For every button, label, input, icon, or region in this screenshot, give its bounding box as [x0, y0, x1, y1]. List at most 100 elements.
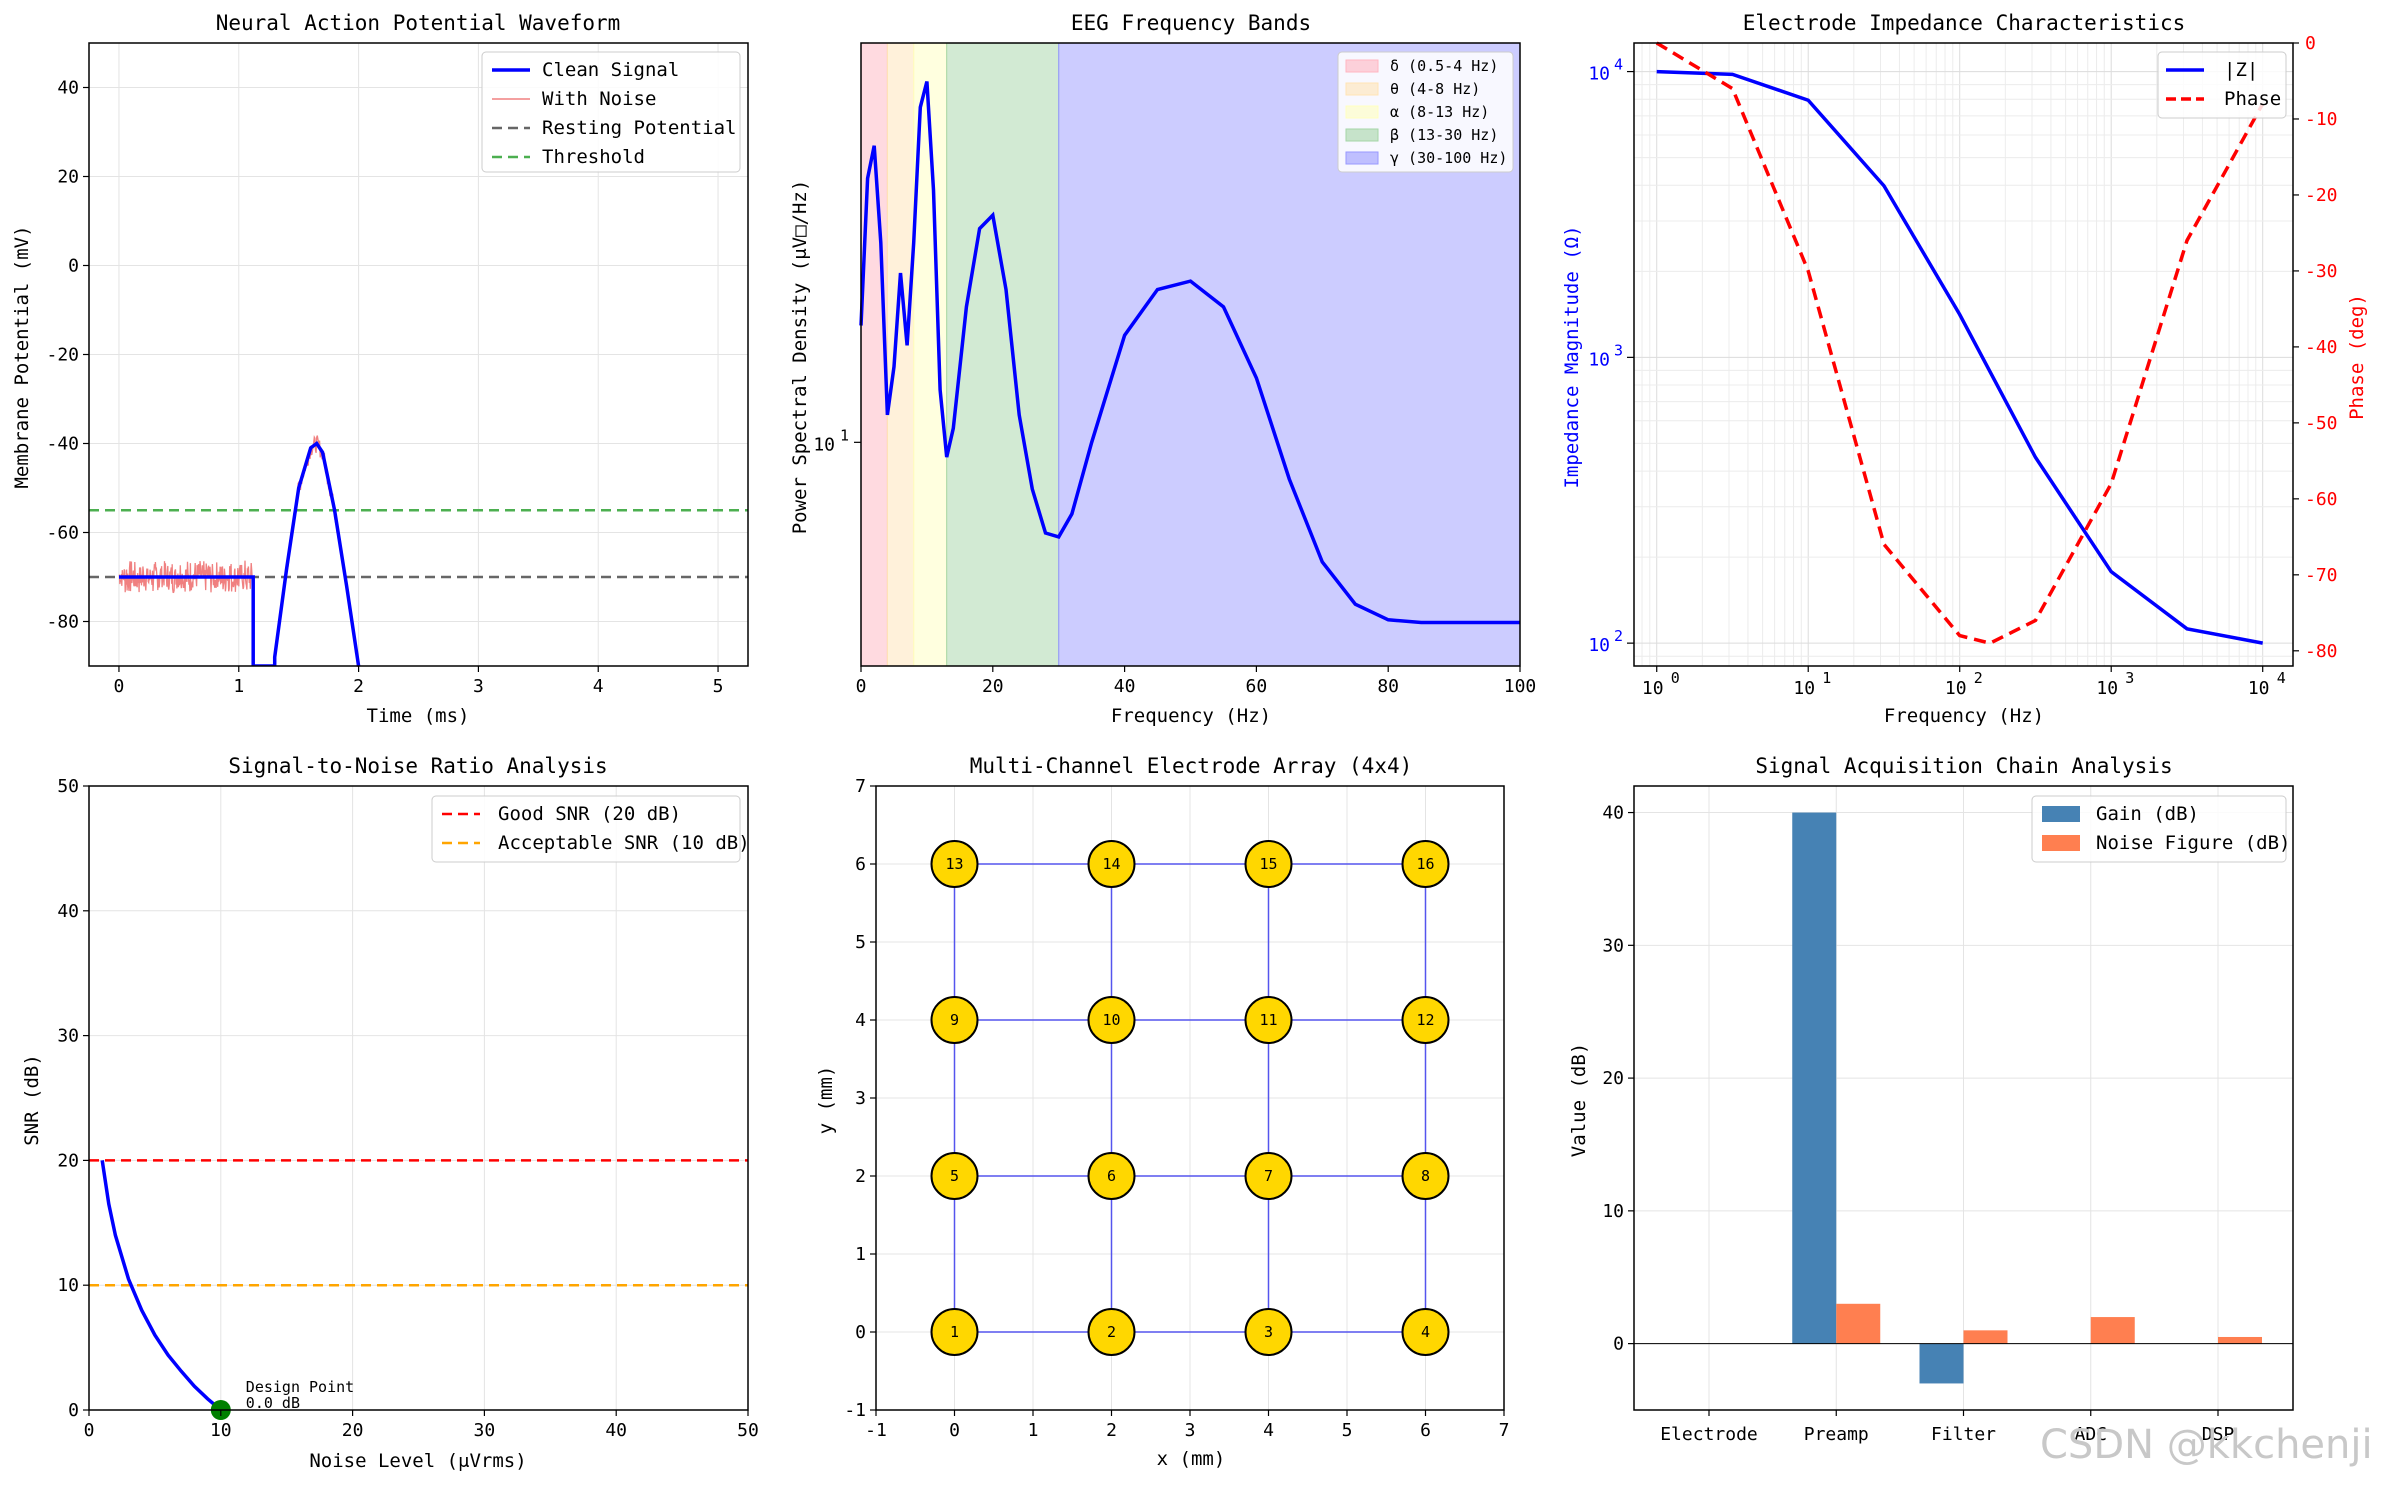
snr-ytick-label: 10: [57, 1275, 79, 1296]
array-ylabel: y (mm): [815, 1066, 837, 1135]
array-electrode-label: 8: [1421, 1167, 1430, 1185]
ap-xtick-label: 2: [353, 676, 364, 697]
eeg-panel: 0 20 40 60 80 100 10 1 δ (0.5-4 Hz) θ (4-8 Hz) α (…: [813, 43, 1536, 697]
chain-title: Signal Acquisition Chain Analysis: [1755, 754, 2172, 778]
chain-ytick-label: 30: [1602, 935, 1624, 956]
snr-legend-label: Acceptable SNR (10 dB): [498, 832, 750, 854]
array-xtick-label: -1: [865, 1420, 887, 1441]
ap-ytick-label: 0: [68, 256, 79, 277]
ap-ylabel: Membrane Potential (mV): [11, 225, 33, 488]
array-electrode-label: 7: [1264, 1167, 1273, 1185]
chain-bar: [1792, 813, 1836, 1344]
snr-ytick-label: 0: [68, 1400, 79, 1421]
array-electrode-label: 9: [950, 1011, 959, 1029]
imp-frame: [1634, 43, 2293, 666]
ap-xtick-label: 3: [473, 676, 484, 697]
ap-legend-label: Threshold: [542, 146, 645, 168]
imp-y2tick-label: -10: [2305, 109, 2338, 130]
chain-xtick-label: Filter: [1931, 1424, 1996, 1445]
snr-xtick-label: 10: [210, 1420, 232, 1441]
ap-xtick-label: 5: [713, 676, 724, 697]
eeg-legend-label: δ (0.5-4 Hz): [1390, 57, 1498, 75]
eeg-legend-swatch: [1346, 152, 1378, 164]
chain-ytick-label: 10: [1602, 1201, 1624, 1222]
eeg-legend-label: α (8-13 Hz): [1390, 103, 1489, 121]
ap-ytick-label: -40: [46, 434, 79, 455]
imp-ytick-label: 10: [1588, 635, 1610, 656]
array-ytick-label: 4: [855, 1010, 866, 1031]
chain-legend-swatch: [2042, 835, 2080, 851]
chain-bar: [1964, 1330, 2008, 1343]
array-xtick-label: 2: [1106, 1420, 1117, 1441]
array-electrode-label: 2: [1107, 1323, 1116, 1341]
imp-panel: 10 0 10 1 10 2 10 3 10 410 210 310 40-10-20-30-40-50…: [1588, 33, 2337, 699]
array-xtick-label: 4: [1263, 1420, 1274, 1441]
chain-ytick-label: 0: [1613, 1334, 1624, 1355]
imp-xtick-label: 10: [2248, 678, 2270, 699]
snr-panel: Design Point0.0 dB 0 10 20 30 40 50 0 10 20 30 40 50…: [57, 776, 759, 1441]
snr-xtick-label: 30: [474, 1420, 496, 1441]
chain-legend-swatch: [2042, 806, 2080, 822]
array-xtick-label: 0: [949, 1420, 960, 1441]
array-xtick-label: 3: [1185, 1420, 1196, 1441]
chain-xtick-label: Electrode: [1660, 1424, 1758, 1445]
imp-y2tick-label: -50: [2305, 413, 2338, 434]
array-xtick-label: 7: [1499, 1420, 1510, 1441]
snr-ytick-label: 30: [57, 1026, 79, 1047]
eeg-ylabel: Power Spectral Density (μV□/Hz): [789, 180, 811, 535]
ap-ytick-label: -20: [46, 345, 79, 366]
array-electrode-label: 11: [1259, 1011, 1277, 1029]
array-xtick-label: 5: [1342, 1420, 1353, 1441]
ap-legend-label: Resting Potential: [542, 117, 736, 139]
snr-xtick-label: 40: [605, 1420, 627, 1441]
imp-y2tick-label: -40: [2305, 337, 2338, 358]
imp-ytick-label: 10: [1588, 64, 1610, 85]
imp-y2tick-label: -70: [2305, 565, 2338, 586]
array-ytick-label: 7: [855, 776, 866, 797]
snr-title: Signal-to-Noise Ratio Analysis: [228, 754, 607, 778]
eeg-title: EEG Frequency Bands: [1071, 11, 1311, 35]
ap-xlabel: Time (ms): [367, 705, 470, 727]
array-electrode-label: 14: [1102, 855, 1120, 873]
array-electrode-label: 10: [1102, 1011, 1120, 1029]
eeg-legend-swatch: [1346, 129, 1378, 141]
snr-frame: [89, 786, 748, 1410]
array-xtick-label: 1: [1028, 1420, 1039, 1441]
snr-ytick-label: 20: [57, 1150, 79, 1171]
imp-y2tick-label: -30: [2305, 261, 2338, 282]
snr-xtick-label: 20: [342, 1420, 364, 1441]
snr-xlabel: Noise Level (μVrms): [309, 1450, 526, 1472]
imp-legend-label: Phase: [2224, 88, 2281, 110]
eeg-legend-swatch: [1346, 83, 1378, 95]
imp-ytick-label: 10: [1588, 349, 1610, 370]
figure-canvas: Neural Action Potential Waveform EEG Fre…: [0, 0, 2383, 1485]
chain-bar: [2218, 1337, 2262, 1344]
imp-ylabel: Impedance Magnitude (Ω): [1561, 225, 1583, 488]
eeg-xtick-label: 40: [1114, 676, 1136, 697]
chain-xtick-label: Preamp: [1804, 1424, 1869, 1445]
snr-ylabel: SNR (dB): [21, 1054, 43, 1146]
array-ytick-label: 5: [855, 932, 866, 953]
chain-bar: [2091, 1317, 2135, 1344]
ap-xtick-label: 0: [114, 676, 125, 697]
eeg-xtick-label: 0: [856, 676, 867, 697]
eeg-legend-swatch: [1346, 106, 1378, 118]
array-electrode-label: 1: [950, 1323, 959, 1341]
ap-title: Neural Action Potential Waveform: [216, 11, 621, 35]
imp-ytick-exponent: 3: [1614, 341, 1623, 359]
imp-title: Electrode Impedance Characteristics: [1743, 11, 2186, 35]
chain-bar: [1920, 1344, 1964, 1384]
imp-legend-label: |Z|: [2224, 59, 2258, 81]
imp-xtick-exponent: 2: [1974, 669, 1983, 687]
ap-legend-label: With Noise: [542, 88, 656, 110]
imp-ytick-exponent: 2: [1614, 627, 1623, 645]
array-ytick-label: 3: [855, 1088, 866, 1109]
imp-xtick-exponent: 1: [1822, 669, 1831, 687]
eeg-band: [887, 43, 913, 666]
ap-xtick-label: 1: [233, 676, 244, 697]
imp-xtick-label: 10: [2096, 678, 2118, 699]
imp-xtick-label: 10: [1793, 678, 1815, 699]
array-electrode-label: 6: [1107, 1167, 1116, 1185]
imp-ylabel2: Phase (deg): [2346, 294, 2368, 420]
eeg-xtick-label: 80: [1377, 676, 1399, 697]
